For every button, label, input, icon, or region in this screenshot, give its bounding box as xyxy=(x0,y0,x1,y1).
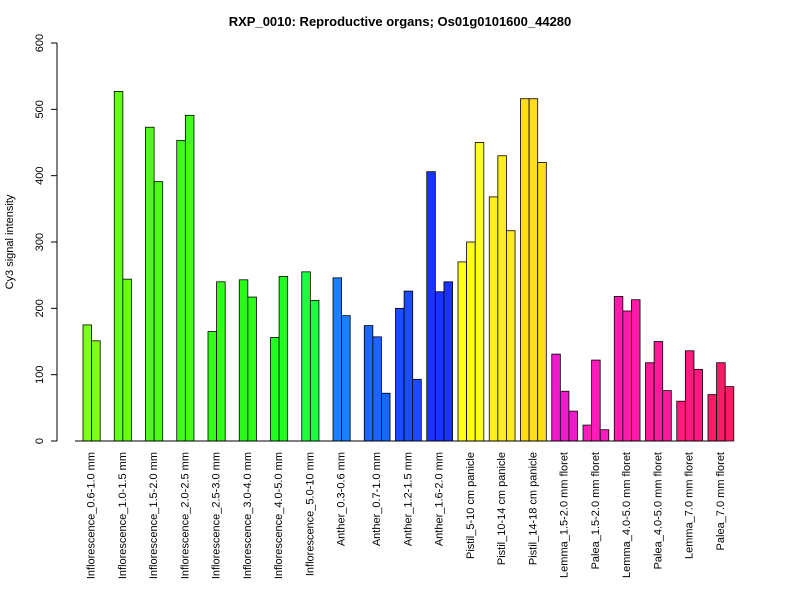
bar xyxy=(309,299,320,442)
bar xyxy=(474,142,485,442)
bar xyxy=(153,181,164,442)
bar xyxy=(363,325,374,442)
bar xyxy=(216,281,226,442)
y-tick-label: 600 xyxy=(34,34,46,52)
bar xyxy=(395,307,405,442)
y-tick-label: 400 xyxy=(34,166,46,184)
bar xyxy=(412,378,422,442)
x-tick-label: Inflorescence_1.0-1.5 mm xyxy=(117,452,129,579)
x-tick-label: Pistil_5-10 cm panicle xyxy=(465,452,477,559)
bar xyxy=(707,394,718,442)
x-tick-label: Inflorescence_3.0-4.0 mm xyxy=(242,452,254,579)
x-axis-labels: Inflorescence_0.6-1.0 mm Inflorescence_1.… xyxy=(86,452,727,579)
bar xyxy=(247,296,257,442)
y-axis-label: Cy3 signal intensity xyxy=(4,194,16,289)
bars xyxy=(82,91,735,442)
x-tick-label: Anther_0.3-0.6 mm xyxy=(336,452,348,546)
bar xyxy=(591,359,601,442)
bar xyxy=(568,410,578,442)
bar xyxy=(582,424,593,442)
bar xyxy=(122,278,132,442)
bar xyxy=(341,315,351,442)
y-axis: 0 100 200 300 400 500 600 xyxy=(34,34,58,444)
bar xyxy=(91,340,101,442)
bar xyxy=(520,98,530,442)
bar xyxy=(113,91,124,442)
bar xyxy=(497,155,507,442)
bar xyxy=(184,114,195,442)
bar xyxy=(622,310,632,442)
bar xyxy=(270,337,280,442)
bar xyxy=(528,98,539,442)
bar xyxy=(599,429,610,442)
bar xyxy=(278,276,289,442)
bar xyxy=(716,362,726,442)
x-tick-label: Lemma_4.0-5.0 mm floret xyxy=(621,452,633,578)
bar xyxy=(506,230,516,442)
x-tick-label: Inflorescence_5.0-10 mm xyxy=(304,452,316,576)
x-tick-label: Palea_1.5-2.0 mm floret xyxy=(590,452,602,569)
bar xyxy=(653,341,664,442)
bar xyxy=(403,290,414,442)
bar xyxy=(82,324,93,442)
bar xyxy=(434,291,445,442)
bar xyxy=(457,261,468,442)
bar xyxy=(693,368,703,442)
x-tick-label: Inflorescence_4.0-5.0 mm xyxy=(273,452,285,579)
bar xyxy=(631,299,641,442)
bar xyxy=(207,331,218,442)
bar xyxy=(426,171,436,442)
y-tick-label: 200 xyxy=(34,299,46,317)
bar xyxy=(466,241,476,442)
x-tick-label: Inflorescence_2.0-2.5 mm xyxy=(179,452,191,579)
bar xyxy=(443,281,453,442)
y-tick-label: 0 xyxy=(34,438,46,444)
x-tick-label: Lemma_1.5-2.0 mm floret xyxy=(559,452,571,578)
bar xyxy=(301,271,311,442)
bar xyxy=(537,161,547,442)
x-tick-label: Lemma_7.0 mm floret xyxy=(684,452,696,559)
x-tick-label: Anther_0.7-1.0 mm xyxy=(371,452,383,546)
bar xyxy=(145,126,155,442)
bar xyxy=(645,362,655,442)
x-tick-label: Inflorescence_1.5-2.0 mm xyxy=(148,452,160,579)
x-tick-label: Pistil_10-14 cm panicle xyxy=(496,452,508,565)
x-tick-label: Palea_7.0 mm floret xyxy=(715,452,727,550)
bar xyxy=(176,140,186,442)
bar xyxy=(551,353,561,442)
bar xyxy=(372,336,382,442)
x-tick-label: Palea_4.0-5.0 mm floret xyxy=(652,452,664,569)
x-tick-label: Anther_1.2-1.5 mm xyxy=(402,452,414,546)
x-tick-label: Inflorescence_0.6-1.0 mm xyxy=(86,452,98,579)
bar xyxy=(559,390,570,442)
bar xyxy=(488,196,499,442)
y-tick-label: 300 xyxy=(34,233,46,251)
bar xyxy=(332,277,343,442)
bar xyxy=(662,390,672,442)
bar xyxy=(724,386,735,442)
x-tick-label: Inflorescence_2.5-3.0 mm xyxy=(211,452,223,579)
bar xyxy=(613,295,624,442)
bar xyxy=(684,350,695,442)
bar xyxy=(238,279,249,442)
chart-title: RXP_0010: Reproductive organs; Os01g0101… xyxy=(229,14,572,29)
y-tick-label: 100 xyxy=(34,365,46,383)
bar xyxy=(676,400,686,442)
x-tick-label: Pistil_14-18 cm panicle xyxy=(527,452,539,565)
y-tick-label: 500 xyxy=(34,100,46,118)
x-tick-label: Anther_1.6-2.0 mm xyxy=(434,452,446,546)
bar xyxy=(381,392,391,442)
